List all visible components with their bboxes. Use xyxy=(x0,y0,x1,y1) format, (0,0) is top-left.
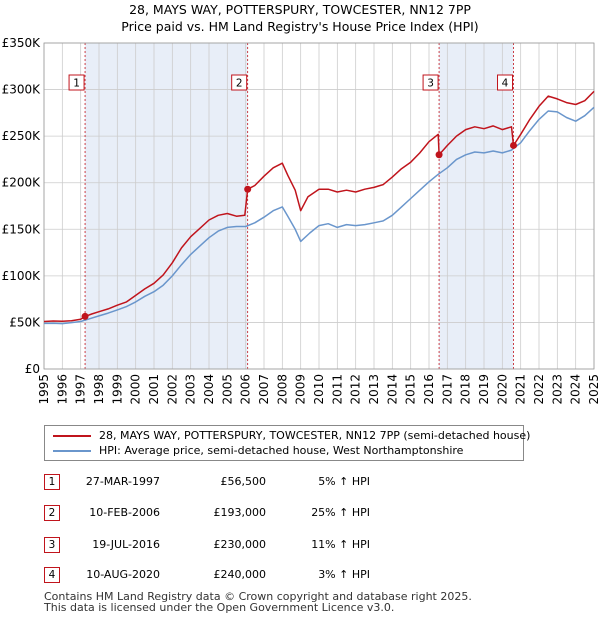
transaction-row: 3 19-JUL-2016 £230,000 11% ↑ HPI xyxy=(0,537,600,555)
price-chart: £0 £50K £100K £150K £200K £250K £300K £350K 1995… xyxy=(2,36,600,405)
x-tick-label: 2000 xyxy=(129,374,143,405)
transaction-price: £193,000 xyxy=(213,506,267,519)
y-tick-label: £250K xyxy=(2,129,42,143)
x-tick-label: 2019 xyxy=(477,374,491,405)
x-tick-label: 2017 xyxy=(440,374,454,405)
transaction-date: 19-JUL-2016 xyxy=(92,538,160,551)
chart-title: 28, MAYS WAY, POTTERSPURY, TOWCESTER, NN… xyxy=(129,2,471,17)
sale-point xyxy=(435,151,443,159)
legend: 28, MAYS WAY, POTTERSPURY, TOWCESTER, NN… xyxy=(44,425,530,461)
transaction-number: 4 xyxy=(44,567,60,583)
y-tick-label: £150K xyxy=(2,222,42,236)
x-tick-label: 2018 xyxy=(459,374,473,405)
ownership-shade xyxy=(439,43,514,369)
x-tick-label: 2001 xyxy=(147,374,161,405)
transaction-hpi: 5% ↑ HPI xyxy=(318,475,370,488)
x-tick-label: 2014 xyxy=(385,374,399,405)
sale-point xyxy=(244,185,252,193)
x-tick-label: 2022 xyxy=(532,374,546,405)
property-price-line xyxy=(43,90,595,323)
transaction-row: 4 10-AUG-2020 £240,000 3% ↑ HPI xyxy=(0,567,600,585)
sale-point xyxy=(81,312,89,320)
y-tick-label: £200K xyxy=(2,176,42,190)
x-tick-label: 1999 xyxy=(110,374,124,405)
legend-swatch-blue xyxy=(53,450,91,452)
sale-label: 3 xyxy=(427,78,434,90)
sale-label: 1 xyxy=(73,78,80,90)
x-tick-label: 2010 xyxy=(312,374,326,405)
x-tick-label: 2006 xyxy=(239,374,253,405)
sale-label: 4 xyxy=(502,78,509,90)
x-tick-label: 2011 xyxy=(330,374,344,405)
transaction-hpi: 3% ↑ HPI xyxy=(318,568,370,581)
y-tick-label: £100K xyxy=(2,269,42,283)
y-tick-label: £300K xyxy=(2,83,42,97)
x-tick-label: 2004 xyxy=(202,374,216,405)
x-tick-label: 2021 xyxy=(514,374,528,405)
transaction-number: 3 xyxy=(44,537,60,553)
plot-frame xyxy=(43,42,595,370)
x-tick-label: 2003 xyxy=(184,374,198,405)
x-tick-label: 2008 xyxy=(275,374,289,405)
x-tick-label: 2009 xyxy=(294,374,308,405)
legend-swatch-red xyxy=(53,435,91,437)
x-tick-label: 1998 xyxy=(92,374,106,405)
footer-license: This data is licensed under the Open Gov… xyxy=(44,601,395,614)
x-tick-label: 2013 xyxy=(367,374,381,405)
transaction-number: 2 xyxy=(44,505,60,521)
sale-label-box xyxy=(497,74,514,91)
x-tick-label: 1996 xyxy=(55,374,69,405)
x-tick-label: 2005 xyxy=(220,374,234,405)
legend-label-property: 28, MAYS WAY, POTTERSPURY, TOWCESTER, NN… xyxy=(99,429,531,442)
sale-label: 2 xyxy=(236,78,243,90)
transaction-price: £230,000 xyxy=(213,538,267,551)
x-tick-label: 2023 xyxy=(550,374,564,405)
x-tick-label: 2024 xyxy=(569,374,583,405)
transaction-hpi: 25% ↑ HPI xyxy=(311,506,370,519)
y-tick-label: £0 xyxy=(25,362,40,376)
sale-point xyxy=(510,141,518,149)
sale-label-box xyxy=(231,74,248,91)
x-tick-label: 2002 xyxy=(165,374,179,405)
x-tick-label: 2025 xyxy=(587,374,600,405)
transaction-price: £240,000 xyxy=(213,568,267,581)
x-tick-label: 2015 xyxy=(404,374,418,405)
chart-subtitle: Price paid vs. HM Land Registry's House … xyxy=(121,19,479,34)
sale-label-box xyxy=(68,74,85,91)
ownership-shade xyxy=(85,43,248,369)
transaction-date: 27-MAR-1997 xyxy=(85,475,160,488)
x-tick-label: 2012 xyxy=(349,374,363,405)
y-tick-label: £50K xyxy=(9,315,41,329)
transaction-number: 1 xyxy=(44,474,60,490)
x-tick-label: 2016 xyxy=(422,374,436,405)
legend-label-hpi: HPI: Average price, semi-detached house,… xyxy=(99,444,464,457)
x-tick-label: 1995 xyxy=(37,374,51,405)
x-tick-label: 2020 xyxy=(495,374,509,405)
x-tick-label: 2007 xyxy=(257,374,271,405)
transaction-row: 2 10-FEB-2006 £193,000 25% ↑ HPI xyxy=(0,505,600,523)
transaction-date: 10-FEB-2006 xyxy=(89,506,160,519)
sale-label-box xyxy=(422,74,439,91)
transaction-hpi: 11% ↑ HPI xyxy=(311,538,370,551)
transaction-row: 1 27-MAR-1997 £56,500 5% ↑ HPI xyxy=(0,474,600,492)
footer-copyright: Contains HM Land Registry data © Crown c… xyxy=(44,590,472,603)
hpi-line xyxy=(43,106,595,325)
transaction-date: 10-AUG-2020 xyxy=(86,568,160,581)
transaction-price: £56,500 xyxy=(220,475,267,488)
y-tick-label: £350K xyxy=(2,36,42,50)
x-tick-label: 1997 xyxy=(74,374,88,405)
